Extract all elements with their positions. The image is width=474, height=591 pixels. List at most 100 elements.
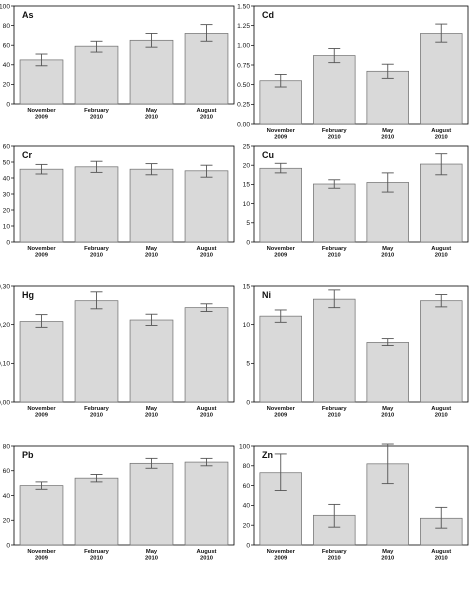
bar xyxy=(259,167,302,243)
y-tick-label: 0 xyxy=(6,542,10,549)
x-tick-label: 2010 xyxy=(328,253,341,259)
x-tick-label: 2010 xyxy=(90,556,103,562)
y-tick-label: 40 xyxy=(3,175,11,182)
x-tick-label: November xyxy=(267,406,296,412)
bar xyxy=(366,70,409,125)
x-tick-label: May xyxy=(382,406,394,412)
bar xyxy=(129,39,174,105)
bar xyxy=(184,307,229,403)
chart-title: Pb xyxy=(22,450,34,460)
chart-title: Zn xyxy=(262,450,273,460)
panel-pb: 0 20 40 60 80 November 2009 February 2010 May 2010… xyxy=(3,443,235,562)
y-tick-label: 10 xyxy=(3,223,11,230)
panel-hg: 0,000,100,200,30November2009February2010… xyxy=(0,283,235,419)
y-tick-label: 40 xyxy=(243,503,251,510)
y-tick-label: 20 xyxy=(243,523,251,530)
x-tick-label: 2009 xyxy=(274,135,288,141)
y-tick-label: 40 xyxy=(3,493,11,500)
y-tick-label: 0 xyxy=(246,399,250,406)
y-tick-label: 60 xyxy=(243,483,251,490)
plot-frame xyxy=(253,445,469,546)
x-tick-label: 2010 xyxy=(145,556,158,562)
x-tick-label: 2009 xyxy=(35,413,49,419)
bar xyxy=(313,298,356,403)
bar xyxy=(129,462,174,546)
y-tick-label: 0,10 xyxy=(0,361,10,368)
x-tick-label: 2010 xyxy=(328,556,341,562)
x-tick-label: February xyxy=(84,549,110,555)
x-tick-label: 2010 xyxy=(328,413,341,419)
y-tick-label: 0.50 xyxy=(237,82,250,89)
y-tick-label: 0 xyxy=(246,239,250,246)
y-tick-label: 0 xyxy=(6,101,10,108)
x-tick-label: May xyxy=(382,128,394,134)
x-tick-label: 2010 xyxy=(435,135,448,141)
x-tick-label: August xyxy=(197,549,217,555)
bar xyxy=(184,33,229,105)
bar xyxy=(74,300,119,403)
x-tick-label: February xyxy=(322,549,348,555)
x-tick-label: August xyxy=(197,406,217,412)
bar xyxy=(184,170,229,243)
plot-frame xyxy=(253,145,469,243)
bar xyxy=(19,168,64,243)
plot-frame xyxy=(253,285,469,403)
bar xyxy=(19,321,64,403)
chart-title: As xyxy=(22,10,34,20)
y-tick-label: 20 xyxy=(3,518,11,525)
x-tick-label: May xyxy=(382,549,394,555)
x-tick-label: February xyxy=(84,246,110,252)
bar xyxy=(420,300,463,403)
y-tick-label: 20 xyxy=(3,207,11,214)
x-tick-label: 2010 xyxy=(200,413,213,419)
x-tick-label: 2009 xyxy=(35,556,49,562)
x-tick-label: 2010 xyxy=(435,413,448,419)
x-tick-label: 2009 xyxy=(274,413,288,419)
y-tick-label: 20 xyxy=(243,163,251,170)
x-tick-label: February xyxy=(84,406,110,412)
x-tick-label: May xyxy=(146,108,158,114)
bar xyxy=(74,477,119,546)
y-tick-label: 100 xyxy=(239,443,250,450)
x-tick-label: August xyxy=(197,108,217,114)
y-tick-label: 0,20 xyxy=(0,322,10,329)
panel-zn: 0 20 40 60 80 100 November 2009 February 2010 May 2… xyxy=(239,443,469,562)
bar xyxy=(19,59,64,105)
bar xyxy=(19,485,64,546)
y-tick-label: 0.25 xyxy=(237,102,250,109)
y-tick-label: 100 xyxy=(0,3,10,10)
x-tick-label: May xyxy=(382,246,394,252)
x-tick-label: 2010 xyxy=(200,556,213,562)
chart-title: Cr xyxy=(22,150,32,160)
y-tick-label: 15 xyxy=(243,283,251,290)
bar xyxy=(129,319,174,403)
y-tick-label: 0,30 xyxy=(0,283,10,290)
y-tick-label: 10 xyxy=(243,201,251,208)
x-tick-label: 2010 xyxy=(381,253,394,259)
chart-svg: 0,000,100,200,30November2009February2010… xyxy=(0,283,235,419)
y-tick-label: 60 xyxy=(3,468,11,475)
panel-cu: 0 5 10 15 20 25 November 2009 February 2010 May 201… xyxy=(243,143,469,259)
bar xyxy=(259,80,302,125)
y-tick-label: 80 xyxy=(3,23,11,30)
x-tick-label: May xyxy=(146,246,158,252)
x-tick-label: November xyxy=(27,108,56,114)
x-tick-label: 2010 xyxy=(90,413,103,419)
y-tick-label: 5 xyxy=(246,361,250,368)
x-tick-label: November xyxy=(267,246,296,252)
y-tick-label: 0 xyxy=(6,239,10,246)
x-tick-label: 2010 xyxy=(435,556,448,562)
x-tick-label: August xyxy=(431,246,451,252)
y-tick-label: 15 xyxy=(243,182,251,189)
bar xyxy=(313,55,356,125)
y-tick-label: 80 xyxy=(3,443,11,450)
y-tick-label: 1.00 xyxy=(237,43,250,50)
x-tick-label: 2010 xyxy=(90,253,103,259)
bar xyxy=(74,166,119,243)
bar xyxy=(259,315,302,403)
plot-frame xyxy=(13,5,235,105)
bar xyxy=(184,461,229,546)
chart-svg: 051015November2009February2010May2010Aug… xyxy=(243,283,469,419)
x-tick-label: 2009 xyxy=(35,115,49,121)
y-tick-label: 0.75 xyxy=(237,62,250,69)
